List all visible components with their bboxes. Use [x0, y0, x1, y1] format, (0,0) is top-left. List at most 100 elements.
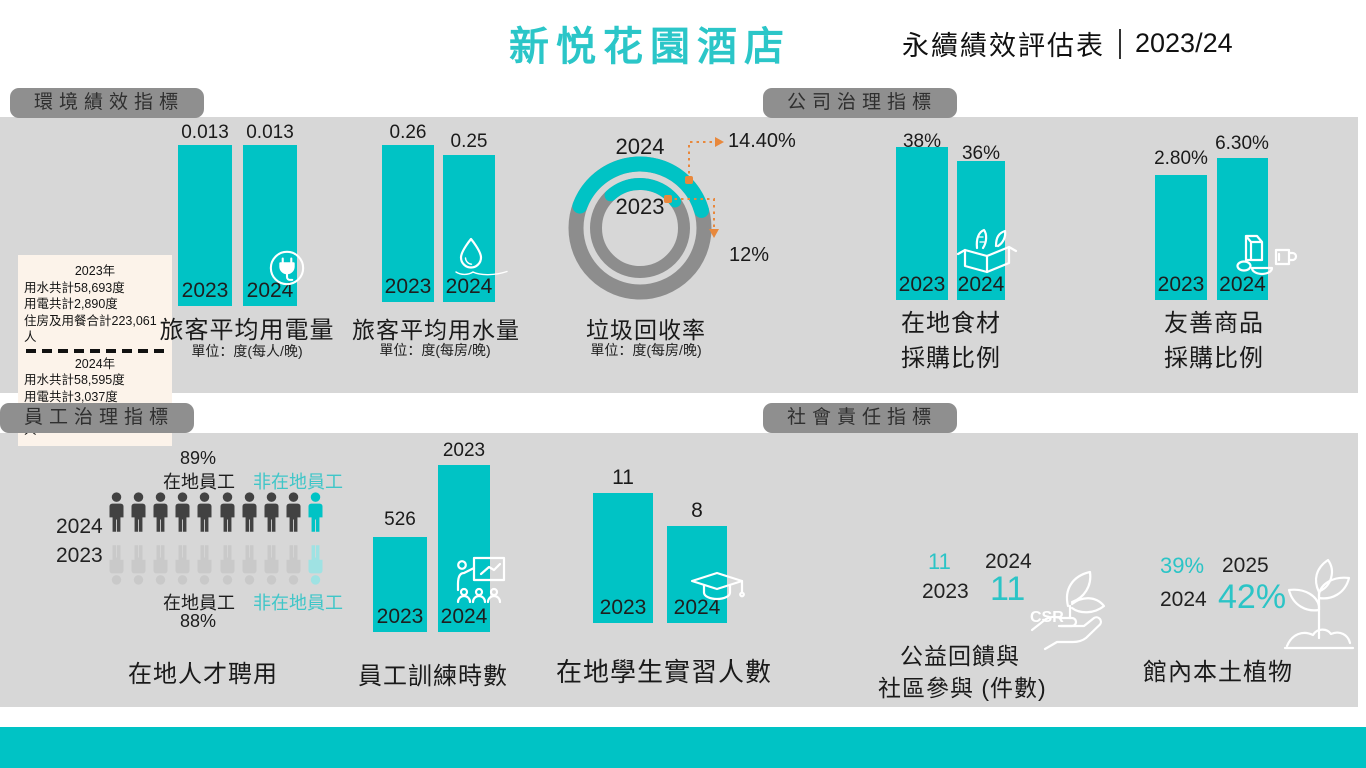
trainer-icon [456, 556, 506, 604]
section-badge-employee: 員工治理指標 [0, 403, 195, 433]
water-bar-2024: 2024 [443, 155, 495, 302]
csr-title-line1: 公益回饋與 [900, 643, 1020, 669]
electricity-barlabel-2024: 2024 [246, 279, 294, 302]
interns-bar-2023: 2023 [593, 493, 653, 623]
electricity-value-2024: 0.013 [246, 122, 294, 143]
food-barlabel-2023: 2023 [898, 273, 946, 296]
hiring-title: 在地人才聘用 [128, 661, 278, 688]
interns-value-2024: 8 [691, 499, 703, 522]
food-title-line1: 在地食材 [901, 310, 1001, 337]
training-value-2023: 526 [384, 509, 416, 530]
graduation-cap-icon [690, 571, 745, 601]
csr-top-value: 11 [928, 549, 951, 574]
goods-value-2024: 6.30% [1215, 133, 1269, 154]
food-value-2024: 36% [961, 143, 1001, 164]
plants-top-year: 2025 [1222, 554, 1269, 577]
hiring-bottom-nonlocal-label: 非在地員工 [253, 593, 343, 613]
csr-top-year: 2024 [985, 550, 1032, 573]
footer-bar [0, 727, 1366, 768]
goods-bar-2024: 2024 [1217, 158, 1268, 300]
plant-sprout-icon [1283, 558, 1355, 650]
note-year1-line1: 用水共計58,693度 [24, 280, 125, 295]
water-bar-2023: 2023 [382, 145, 434, 302]
goods-bar-2023: 2023 [1155, 175, 1207, 300]
training-barlabel-2024: 2024 [440, 605, 488, 628]
groceries-icon [1236, 234, 1298, 276]
water-barlabel-2024: 2024 [445, 275, 493, 298]
recycling-title: 垃圾回收率 [586, 317, 706, 343]
training-title: 員工訓練時數 [358, 663, 508, 690]
subtitle-period: 2023/24 [1135, 28, 1233, 58]
electricity-title: 旅客平均用電量 [159, 317, 335, 344]
produce-box-icon [956, 228, 1018, 274]
goods-barlabel-2023: 2023 [1157, 273, 1205, 296]
interns-barlabel-2023: 2023 [599, 596, 647, 619]
electricity-unit: 單位：度(每人/晚) [191, 343, 303, 359]
hiring-year-2023: 2023 [56, 544, 103, 567]
training-barlabel-2023: 2023 [376, 605, 424, 628]
water-drop-icon [455, 237, 508, 276]
recycling-unit: 單位：度(每房/晚) [590, 342, 702, 358]
csr-bottom-value: 11 [990, 570, 1026, 608]
interns-title: 在地學生實習人數 [555, 657, 772, 687]
training-value-2024: 2023 [442, 440, 486, 461]
note-year1-title: 2023年 [74, 264, 116, 278]
hiring-bottom-pct: 88% [179, 611, 217, 631]
goods-title-line1: 友善商品 [1164, 310, 1264, 337]
hiring-year-2024: 2024 [56, 515, 103, 538]
food-bar-2023: 2023 [896, 147, 948, 300]
electricity-value-2023: 0.013 [181, 122, 229, 143]
recycling-inner-value: 12% [729, 244, 770, 266]
interns-bar-2024: 2024 [667, 526, 727, 623]
subtitle-text: 永續績效評估表 [902, 31, 1105, 61]
page-subtitle: 永續績效評估表 2023/24 [902, 24, 1233, 63]
hiring-top-nonlocal-label: 非在地員工 [253, 472, 343, 492]
water-value-2024: 0.25 [450, 131, 488, 152]
csr-title-line2: 社區參與 (件數) [878, 675, 1047, 701]
note-year1-line3: 住房及用餐合計223,061人 [24, 313, 157, 345]
csr-bottom-year: 2023 [922, 580, 969, 603]
water-unit: 單位：度(每房/晚) [379, 342, 491, 358]
food-barlabel-2024: 2024 [957, 273, 1005, 296]
water-barlabel-2023: 2023 [384, 275, 432, 298]
section-badge-environment: 環境績效指標 [10, 88, 205, 118]
interns-barlabel-2024: 2024 [673, 596, 721, 619]
goods-title-line2: 採購比例 [1164, 345, 1264, 372]
plants-title: 館內本土植物 [1143, 659, 1293, 686]
note-year2-line2: 用電共計3,037度 [24, 389, 118, 404]
csr-hand-icon: CSR [1030, 570, 1106, 651]
hiring-top-local-label: 在地員工 [163, 472, 235, 492]
goods-value-2023: 2.80% [1154, 148, 1208, 169]
note-year1-line2: 用電共計2,890度 [24, 297, 118, 311]
recycling-arrows [664, 137, 724, 238]
hiring-row-2024 [106, 489, 326, 536]
recycling-outer-year: 2024 [615, 134, 665, 159]
plants-top-value: 39% [1160, 553, 1205, 578]
section-badge-social: 社會責任指標 [763, 403, 958, 433]
subtitle-divider [1119, 28, 1121, 59]
note-divider [26, 348, 164, 353]
water-title: 旅客平均用水量 [352, 317, 520, 343]
recycling-outer-value: 14.40% [728, 130, 796, 152]
plants-bottom-value: 42% [1218, 578, 1287, 616]
recycling-donut [568, 156, 712, 300]
hiring-top-pct: 89% [179, 448, 217, 468]
food-title-line2: 採購比例 [901, 345, 1001, 372]
plug-icon [269, 250, 305, 286]
training-bar-2023: 2023 [373, 537, 427, 632]
recycling-inner-year: 2023 [615, 194, 665, 219]
training-bar-2024: 2024 [438, 465, 490, 632]
electricity-bar-2023: 2023 [178, 145, 232, 306]
electricity-barlabel-2023: 2023 [181, 279, 229, 302]
section-badge-governance: 公司治理指標 [763, 88, 958, 118]
food-value-2023: 38% [902, 131, 942, 152]
hiring-row-2023-reflection [106, 541, 326, 588]
interns-value-2023: 11 [612, 466, 634, 489]
plants-bottom-year: 2024 [1160, 588, 1207, 611]
water-value-2023: 0.26 [389, 122, 427, 143]
csr-icon-label: CSR [1030, 609, 1064, 626]
goods-barlabel-2024: 2024 [1219, 273, 1266, 296]
note-year2-line1: 用水共計58,595度 [24, 373, 125, 387]
note-year2-title: 2024年 [74, 356, 116, 371]
